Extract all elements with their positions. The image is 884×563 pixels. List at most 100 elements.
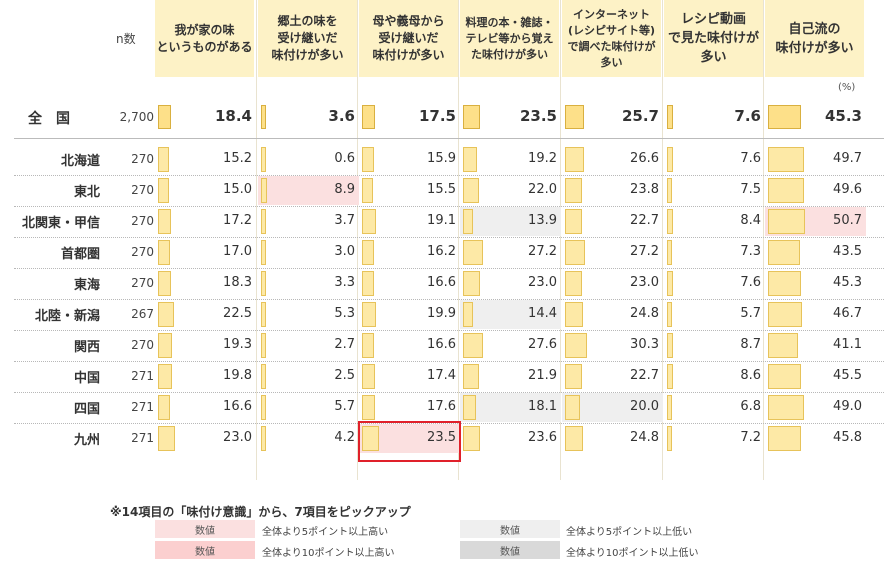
value-label: 5.7 (334, 399, 355, 414)
value-bar (158, 178, 169, 203)
value-label: 22.7 (630, 213, 659, 228)
column-header-6: レシピ動画 で見た味付けが 多い (664, 0, 763, 77)
value-bar (768, 271, 801, 296)
value-bar (362, 302, 377, 327)
column-header-line: 母や義母から (372, 14, 445, 28)
highlight-cell (460, 300, 561, 329)
row-separator (14, 423, 884, 424)
column-header-line: 自己流の (788, 21, 841, 37)
value-bar (667, 271, 673, 296)
value-bar (158, 147, 170, 172)
column-header-line: 我が家の味 (174, 22, 235, 37)
value-label: 0.6 (334, 151, 355, 166)
row-separator (14, 268, 884, 269)
value-bar (463, 364, 479, 389)
column-header-text: レシピ動画 で見た味付けが 多い (668, 10, 759, 67)
value-bar (768, 302, 802, 327)
value-bar (768, 209, 805, 234)
value-bar (362, 333, 375, 358)
value-bar (565, 178, 583, 203)
row-separator (14, 237, 884, 238)
value-bar (768, 147, 805, 172)
n-count-header: n数 (116, 32, 136, 46)
value-label: 8.4 (740, 213, 761, 228)
value-label: 15.2 (223, 151, 252, 166)
column-header-line: 受け継いだ (378, 31, 439, 45)
value-bar (261, 333, 266, 358)
column-header-5: インターネット (レシピサイト等) で調べた味付けが 多い (562, 0, 661, 77)
value-bar (158, 209, 171, 234)
row-separator (14, 299, 884, 300)
value-label: 16.6 (427, 275, 456, 290)
national-value: 23.5 (519, 107, 557, 125)
value-bar (463, 209, 474, 234)
value-label: 49.0 (833, 399, 862, 414)
column-header-text: 母や義母から 受け継いだ味付けが多い (372, 13, 444, 64)
value-bar (768, 333, 798, 358)
value-bar (158, 395, 171, 420)
value-bar (667, 426, 673, 451)
value-label: 22.5 (223, 306, 252, 321)
value-bar (463, 240, 483, 265)
value-label: 3.0 (334, 244, 355, 259)
region-label: 東海 (73, 278, 100, 293)
region-label: 東北 (73, 185, 100, 200)
legend-swatch: 数値 (155, 541, 255, 559)
legend-swatch: 数値 (460, 541, 560, 559)
national-separator (14, 138, 884, 139)
value-label: 16.6 (427, 337, 456, 352)
value-label: 43.5 (833, 244, 862, 259)
value-label: 45.8 (833, 430, 862, 445)
row-separator (14, 330, 884, 331)
value-label: 7.2 (740, 430, 761, 445)
column-header-text: 我が家の味というものがある (156, 22, 252, 56)
row-separator (14, 175, 884, 176)
value-label: 8.6 (740, 368, 761, 383)
value-label: 46.7 (833, 306, 862, 321)
value-label: 7.3 (740, 244, 761, 259)
column-divider (560, 0, 561, 480)
value-label: 4.2 (334, 430, 355, 445)
column-header-line: テレビ等から覚え (465, 31, 554, 45)
value-bar (768, 240, 800, 265)
value-bar (463, 333, 484, 358)
national-n: 2,700 (119, 110, 154, 124)
column-header-line: 味付けが多い (372, 48, 445, 62)
region-n: 271 (131, 369, 154, 383)
value-bar (158, 364, 173, 389)
national-bar (667, 105, 673, 129)
column-header-7: 自己流の 味付けが多い (765, 0, 864, 77)
value-label: 5.7 (740, 306, 761, 321)
value-label: 6.8 (740, 399, 761, 414)
value-bar (362, 271, 375, 296)
value-bar (565, 395, 580, 420)
value-bar (667, 209, 674, 234)
column-header-line: というものがある (156, 39, 253, 54)
value-bar (667, 147, 673, 172)
value-bar (565, 302, 584, 327)
value-label: 8.9 (334, 182, 355, 197)
column-header-4: 料理の本・雑誌・ テレビ等から覚え た味付けが多い (460, 0, 559, 77)
value-label: 30.3 (630, 337, 659, 352)
value-label: 20.0 (630, 399, 659, 414)
value-bar (768, 364, 802, 389)
value-bar (261, 209, 266, 234)
value-label: 8.7 (740, 337, 761, 352)
column-header-1: 我が家の味というものがある (155, 0, 254, 77)
column-header-line: 味付けが多い (271, 48, 344, 62)
value-label: 17.4 (427, 368, 456, 383)
column-header-line: 多い (600, 55, 623, 69)
value-label: 19.8 (223, 368, 252, 383)
row-separator (14, 361, 884, 362)
value-bar (565, 333, 588, 358)
national-value: 45.3 (824, 107, 862, 125)
value-label: 17.2 (223, 213, 252, 228)
value-bar (261, 240, 266, 265)
value-label: 27.2 (528, 244, 557, 259)
value-bar (158, 426, 175, 451)
value-bar (261, 178, 268, 203)
value-bar (362, 147, 374, 172)
column-header-line: で見た味付けが (667, 31, 759, 46)
value-bar (158, 271, 172, 296)
value-bar (362, 209, 376, 234)
